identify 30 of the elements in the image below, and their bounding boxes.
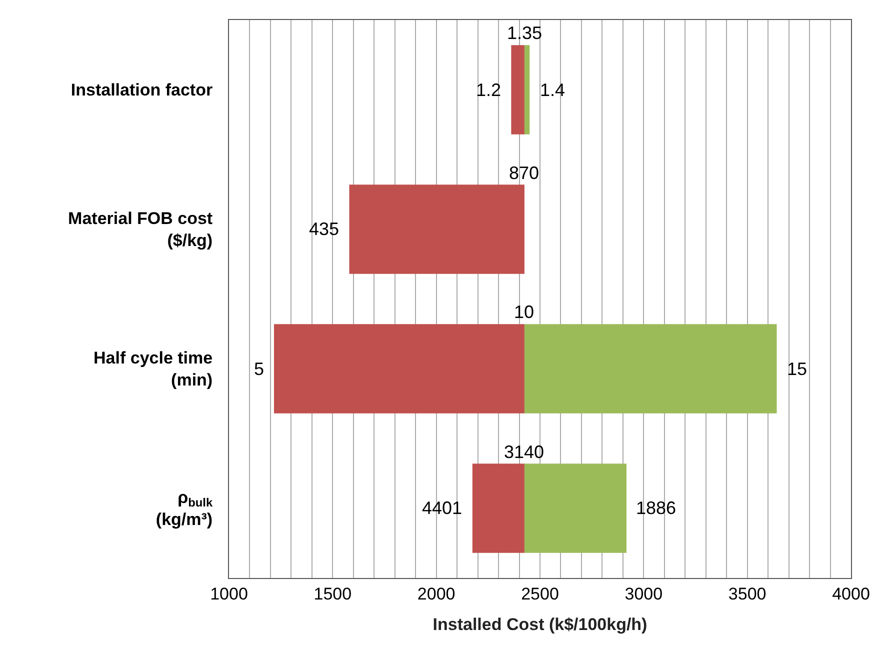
bar (524, 45, 530, 134)
bar (274, 324, 524, 414)
annotation: 10 (514, 302, 534, 322)
annotation: 1.35 (507, 23, 542, 43)
x-tick-label: 2000 (417, 584, 456, 604)
y-tick-label: Half cycle time (min) (94, 348, 213, 390)
annotation: 435 (309, 219, 340, 239)
annotation: 15 (787, 359, 808, 379)
annotation: 1.4 (540, 80, 566, 100)
bar (524, 464, 626, 553)
x-tick-label: 3500 (728, 584, 766, 604)
x-tick-label: 1000 (210, 584, 248, 604)
x-tick-label: 2500 (521, 584, 559, 604)
bar (524, 324, 777, 414)
y-tick-label: Material FOB cost ($/kg) (68, 209, 213, 250)
annotation: 1886 (636, 498, 676, 518)
annotation: 3140 (504, 442, 544, 462)
annotation: 1.2 (476, 80, 502, 100)
annotation: 4401 (422, 498, 462, 518)
bar (511, 45, 524, 134)
y-tick-label: ρ$_{bulk}$ (kg/m³) (156, 488, 213, 530)
bar (349, 184, 524, 274)
y-tick-label: Installation factor (70, 80, 213, 100)
annotation: 5 (254, 359, 264, 379)
x-tick-label: 4000 (832, 584, 870, 604)
x-tick-label: 3000 (624, 584, 663, 604)
x-tick-label: 1500 (314, 584, 352, 604)
annotation: 870 (509, 163, 540, 183)
x-axis-title: Installed Cost (k$/100kg/h) (432, 614, 648, 634)
bar (472, 464, 524, 553)
